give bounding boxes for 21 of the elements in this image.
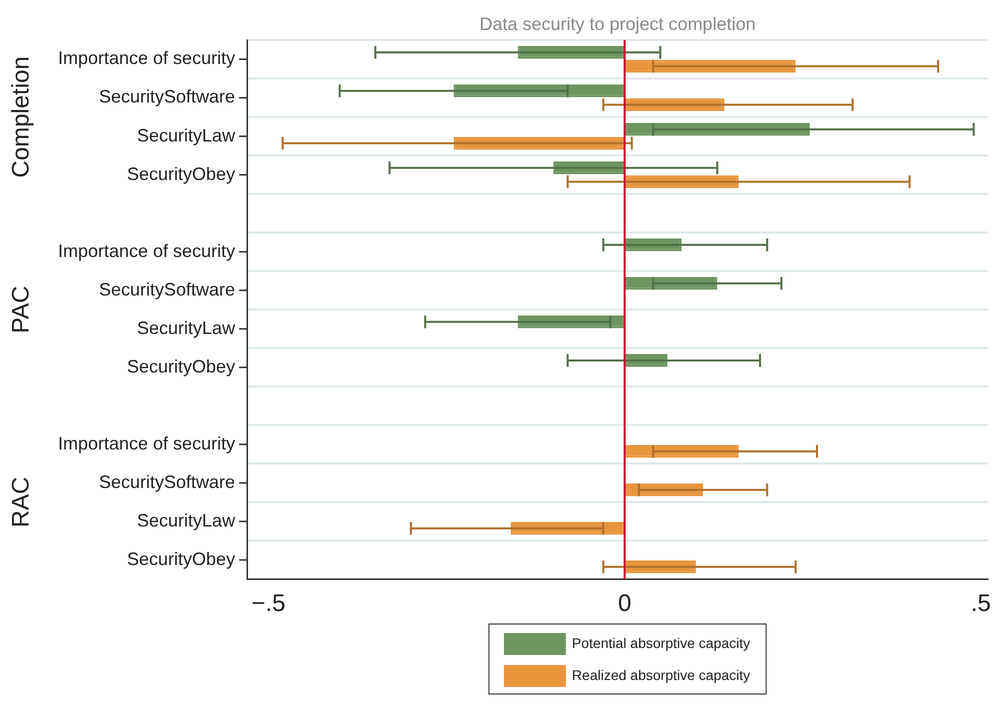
chart-title: Data security to project completion bbox=[479, 14, 756, 34]
y-tick-label: Importance of security bbox=[58, 240, 236, 261]
y-tick-label: Importance of security bbox=[58, 48, 236, 68]
text: RAC bbox=[8, 476, 35, 528]
x-tick-label: 0 bbox=[618, 590, 632, 618]
y-tick-label: SecurityObey bbox=[127, 356, 236, 376]
y-tick-label: Importance of security bbox=[58, 433, 236, 454]
y-tick-label: SecuritySoftware bbox=[99, 279, 236, 300]
y-tick-label: SecuritySoftware bbox=[99, 86, 236, 107]
text: Completion bbox=[8, 56, 35, 178]
x-tick-label: −.5 bbox=[251, 590, 286, 618]
y-tick-label: SecuritySoftware bbox=[99, 472, 236, 492]
legend-label: Realized absorptive capacity bbox=[572, 666, 750, 683]
y-tick-label: SecurityObey bbox=[127, 164, 236, 184]
legend-label: Potential absorptive capacity bbox=[572, 634, 750, 651]
y-tick-label: SecurityLaw bbox=[137, 510, 236, 530]
text: PAC bbox=[8, 286, 35, 334]
x-tick-label: .5 bbox=[970, 590, 991, 618]
y-tick-label: SecurityLaw bbox=[137, 318, 236, 338]
y-tick-label: SecurityObey bbox=[127, 548, 236, 569]
y-tick-label: SecurityLaw bbox=[137, 125, 236, 146]
